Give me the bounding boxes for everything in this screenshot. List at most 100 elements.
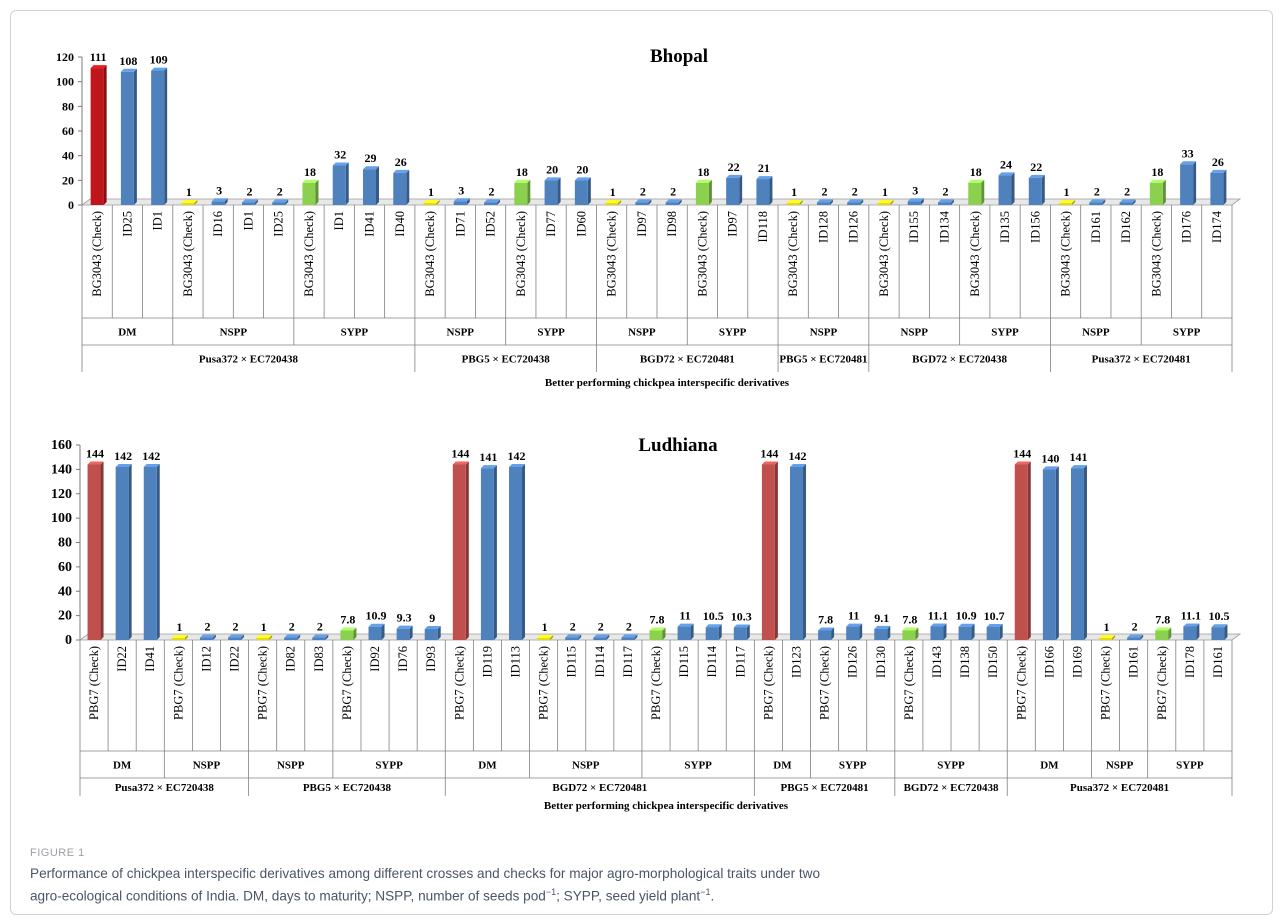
y-tick-label: 0 — [65, 633, 72, 648]
bar: 2 — [847, 185, 864, 205]
category-label: PBG7 (Check) — [902, 646, 916, 720]
category-label: PBG7 (Check) — [256, 646, 270, 720]
bar: 24 — [998, 157, 1015, 205]
trait-label: SYPP — [937, 760, 965, 772]
bar: 7.8 — [1155, 612, 1172, 640]
bar-top — [756, 176, 773, 180]
bar: 22 — [1028, 160, 1045, 205]
bar-side — [345, 162, 349, 205]
bar-side — [634, 634, 638, 640]
bar-face — [846, 626, 860, 640]
category-label: ID161 — [1089, 211, 1103, 243]
cross-label: PBG5 × EC720481 — [779, 354, 867, 366]
category-label: BG3043 (Check) — [877, 211, 891, 297]
bar-side — [1196, 623, 1200, 640]
category-label: PBG7 (Check) — [761, 646, 775, 720]
bar-top — [211, 198, 228, 202]
y-tick-label: 80 — [62, 99, 74, 113]
chart-title: Ludhiana — [638, 435, 718, 456]
cross-label: Pusa372 × EC720481 — [1092, 354, 1191, 366]
category-label: PBG7 (Check) — [1014, 646, 1028, 720]
bar: 11.1 — [928, 608, 948, 640]
data-label: 1 — [882, 185, 888, 199]
category-label: ID98 — [665, 211, 679, 237]
bar-face — [665, 202, 679, 205]
bar: 9.1 — [874, 611, 891, 640]
bar-side — [860, 199, 864, 205]
data-label: 10.5 — [703, 609, 724, 623]
data-label: 140 — [1041, 451, 1059, 465]
bar-top — [786, 200, 803, 203]
bar-side — [194, 200, 198, 205]
trait-label: DM — [773, 760, 792, 772]
bar-face — [151, 70, 165, 205]
bar: 144 — [86, 447, 104, 640]
bar-top — [143, 463, 160, 467]
bar-face — [228, 637, 242, 640]
data-label: 1 — [542, 620, 548, 634]
bar-side — [557, 177, 561, 205]
bar-top — [272, 199, 289, 203]
bar-top — [181, 200, 198, 203]
bar: 1 — [171, 620, 188, 640]
bar: 140 — [1041, 451, 1059, 640]
data-label: 1 — [791, 185, 797, 199]
bar-side — [164, 67, 168, 205]
bar-top — [621, 634, 638, 638]
data-label: 3 — [458, 183, 464, 197]
bar: 2 — [484, 185, 501, 205]
data-label: 18 — [697, 165, 709, 179]
bar-face — [393, 172, 407, 205]
bar-top — [340, 627, 357, 631]
bar-face — [90, 68, 104, 205]
trait-label: SYPP — [1173, 327, 1201, 339]
bar: 108 — [119, 54, 137, 205]
bar-top — [726, 174, 743, 178]
bar-face — [1070, 468, 1084, 640]
bar: 11.1 — [1181, 608, 1201, 640]
bar: 7.8 — [902, 612, 919, 640]
data-label: 2 — [852, 185, 858, 199]
bar-top — [1070, 465, 1087, 469]
trait-label: NSPP — [1082, 327, 1110, 339]
category-label: ID123 — [789, 646, 803, 678]
data-label: 9.1 — [874, 611, 889, 625]
bar-top — [1059, 200, 1076, 203]
y-tick-label: 40 — [62, 149, 74, 163]
bar-face — [544, 180, 558, 205]
bar: 3 — [453, 183, 470, 205]
data-label: 2 — [598, 620, 604, 634]
bar: 18 — [695, 165, 712, 205]
category-label: ID169 — [1070, 646, 1084, 678]
bar-top — [332, 162, 349, 166]
bar-top — [847, 199, 864, 203]
bar-top — [284, 634, 301, 638]
bar-side — [465, 461, 469, 640]
bar-top — [1127, 634, 1144, 638]
category-label: ID97 — [635, 211, 649, 237]
category-label: ID97 — [726, 211, 740, 237]
bar-side — [1011, 172, 1015, 205]
bar-side — [739, 174, 743, 205]
category-label: ID83 — [312, 646, 326, 672]
trait-label: NSPP — [193, 760, 221, 772]
bar-face — [649, 630, 663, 640]
bar-top — [1149, 179, 1166, 183]
bar-top — [649, 627, 666, 631]
trait-label: SYPP — [719, 327, 747, 339]
bar-top — [363, 166, 379, 170]
bar-top — [789, 463, 806, 467]
y-tick-label: 60 — [58, 560, 72, 575]
category-label: ID12 — [199, 646, 213, 672]
bar-face — [998, 175, 1012, 205]
y-tick-label: 100 — [56, 75, 74, 89]
bar-side — [184, 635, 188, 640]
bar-top — [241, 199, 258, 203]
category-label: ID1 — [151, 211, 165, 230]
bar: 142 — [788, 449, 806, 640]
bar-face — [423, 203, 437, 205]
bar-top — [635, 199, 652, 203]
bar-top — [695, 179, 712, 183]
category-label: ID178 — [1183, 646, 1197, 678]
caption-line-1: Performance of chickpea interspecific de… — [30, 866, 821, 881]
